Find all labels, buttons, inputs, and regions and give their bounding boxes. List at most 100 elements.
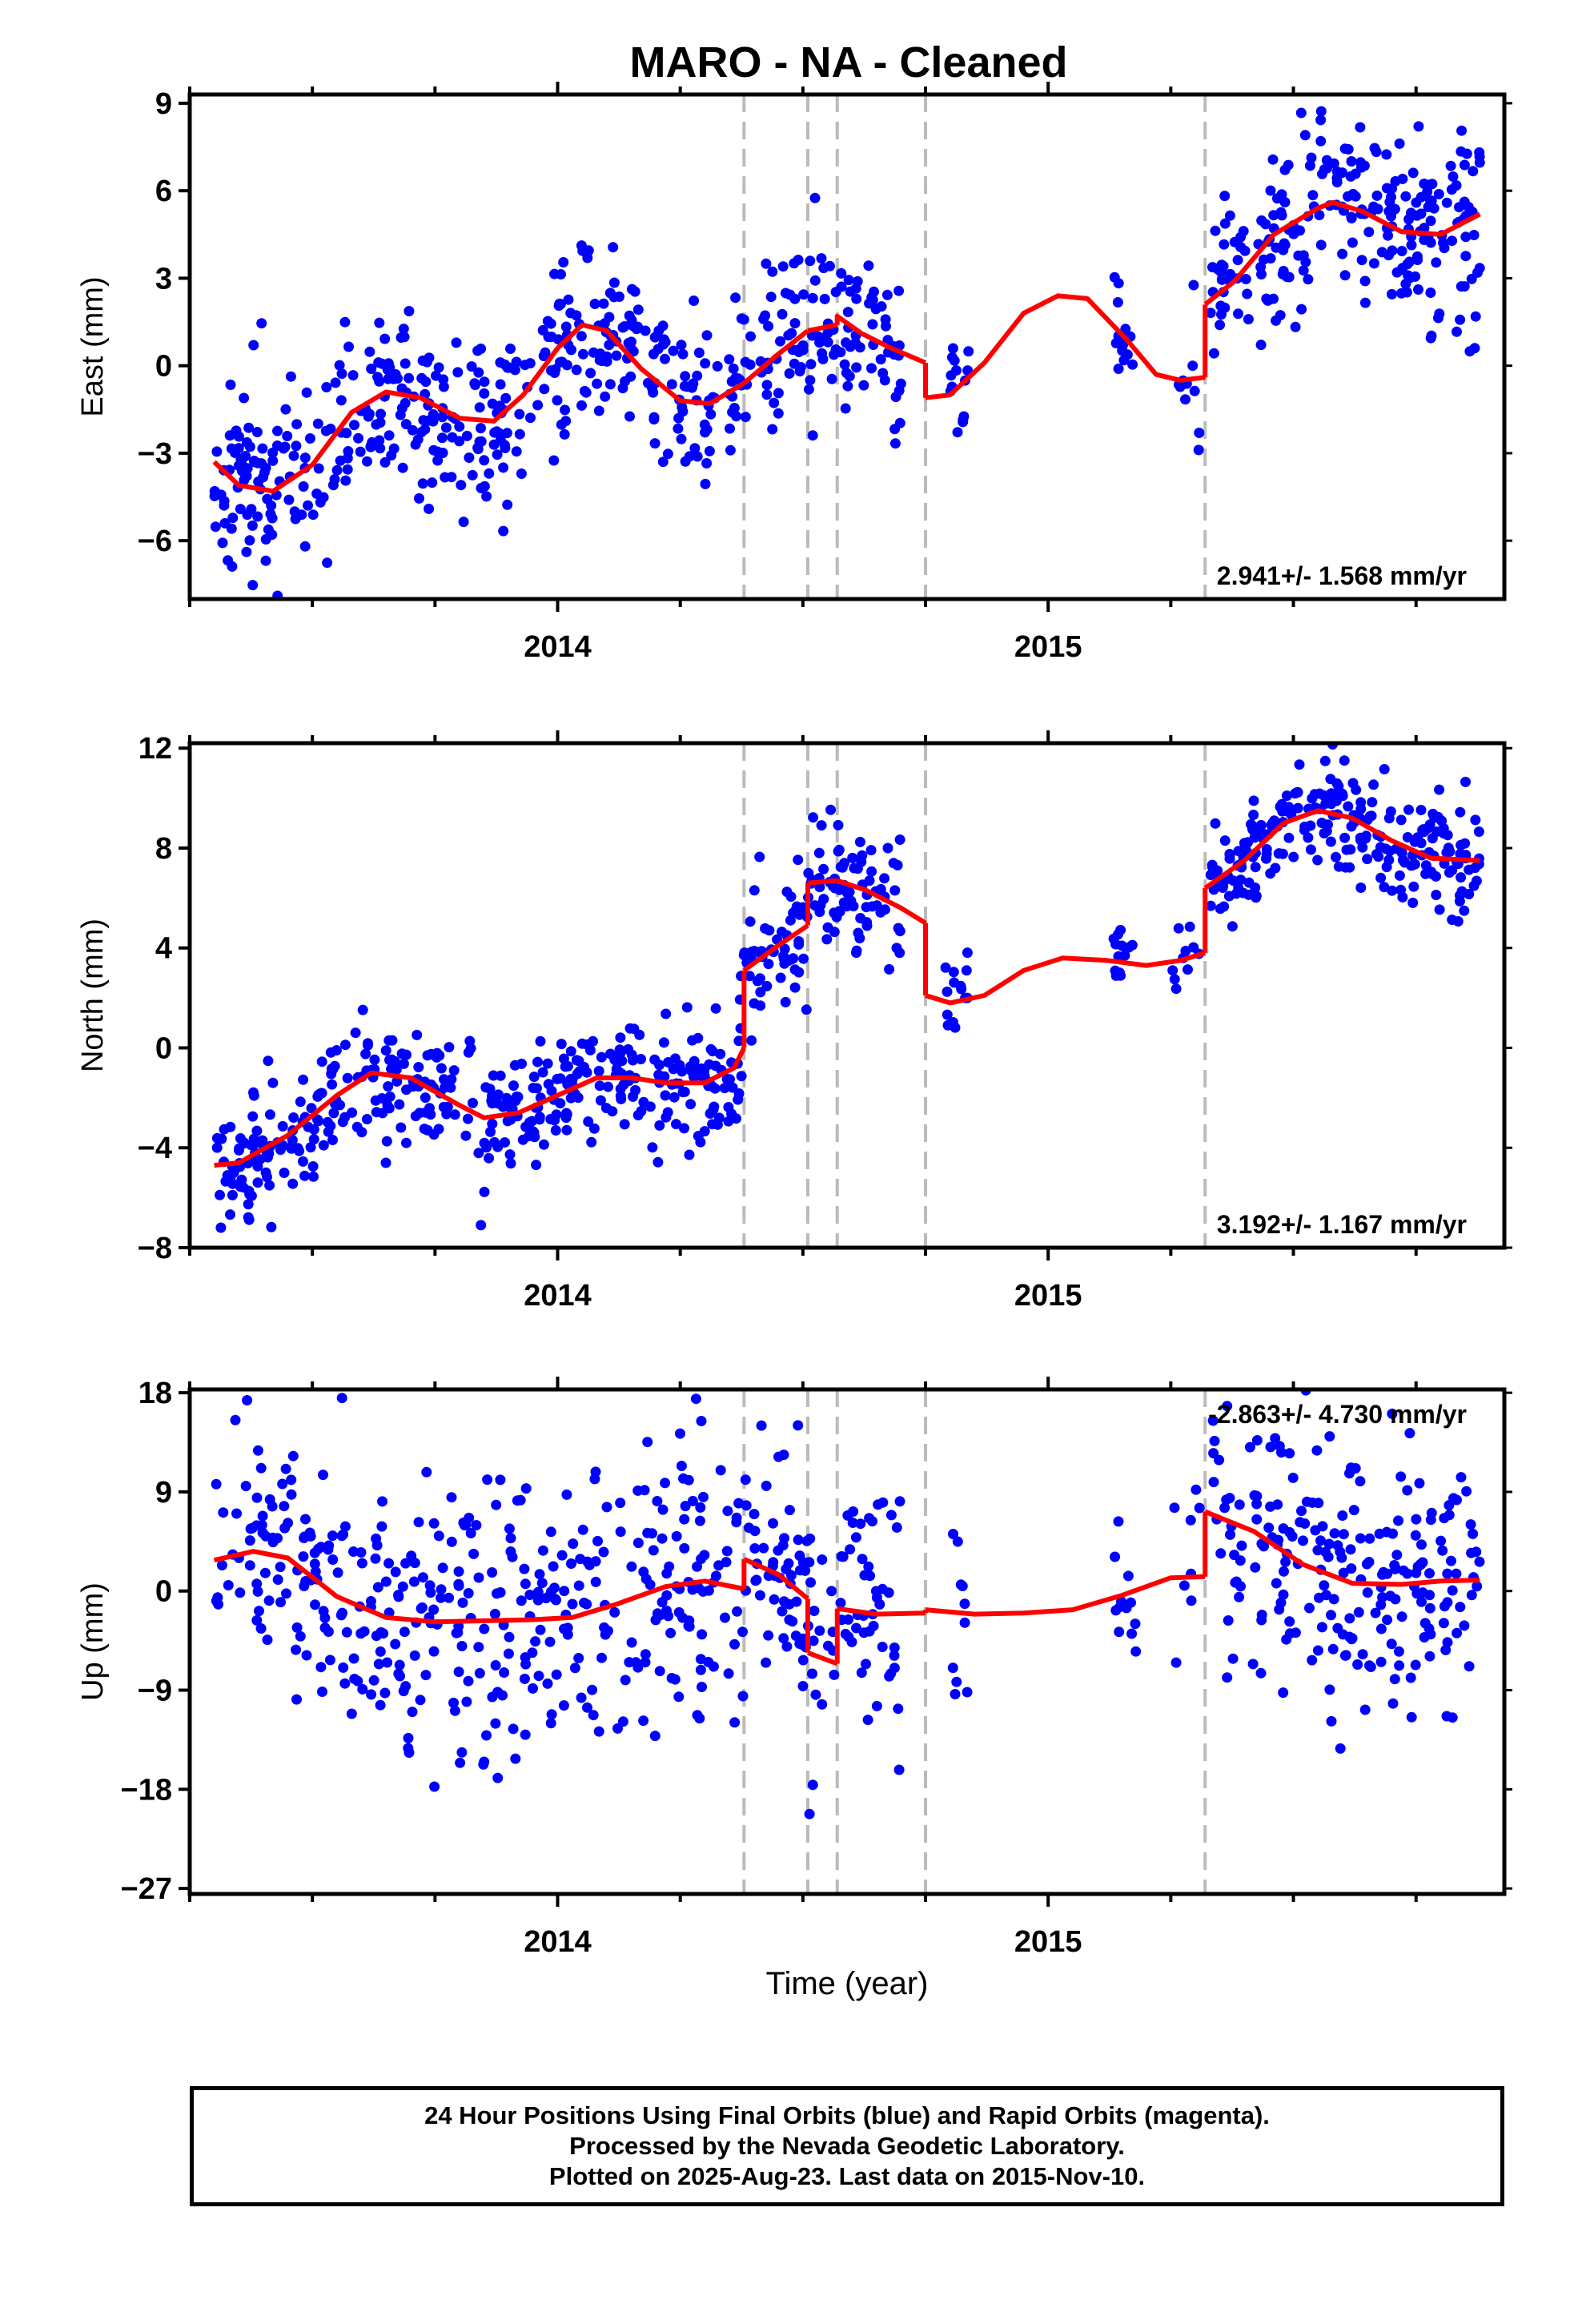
data-point <box>380 1157 391 1168</box>
data-point <box>1251 1435 1263 1445</box>
data-point <box>882 842 893 854</box>
data-point <box>487 1118 498 1129</box>
data-point <box>249 456 260 468</box>
data-point <box>593 1065 604 1076</box>
data-point <box>1396 246 1407 256</box>
data-point <box>743 1522 754 1534</box>
data-point <box>842 1510 853 1521</box>
data-point <box>272 590 283 599</box>
data-point <box>412 1029 423 1040</box>
data-point <box>1234 1591 1245 1602</box>
data-point <box>538 1139 549 1150</box>
data-point <box>1338 1567 1349 1578</box>
data-point <box>1307 190 1319 201</box>
data-point <box>1324 1431 1335 1442</box>
data-point <box>262 493 273 505</box>
data-point <box>1403 804 1414 815</box>
data-point <box>336 1393 347 1404</box>
data-point <box>403 1732 414 1743</box>
data-point <box>851 1622 861 1634</box>
data-point <box>1247 823 1258 834</box>
data-point <box>1464 346 1476 357</box>
data-point <box>286 1489 297 1500</box>
data-point <box>257 443 268 454</box>
data-point <box>1393 1515 1403 1526</box>
data-point <box>215 1189 225 1200</box>
data-point <box>1443 1500 1455 1511</box>
data-point <box>375 408 386 420</box>
data-point <box>263 1595 275 1606</box>
data-point <box>1267 154 1279 165</box>
data-point <box>654 1059 665 1071</box>
data-point <box>1357 842 1368 853</box>
data-point <box>888 858 899 869</box>
data-point <box>696 1416 707 1426</box>
data-point <box>1280 1556 1291 1567</box>
x-tick-label: 2014 <box>524 1279 592 1313</box>
data-point <box>448 1697 459 1708</box>
data-point <box>1422 187 1433 197</box>
data-point <box>409 1650 420 1661</box>
data-point <box>376 1521 387 1532</box>
data-point <box>649 438 661 449</box>
data-point <box>577 1524 588 1535</box>
data-point <box>380 1576 391 1587</box>
y-tick-label: 18 <box>139 1377 172 1410</box>
data-point <box>1231 1576 1242 1587</box>
data-point <box>754 851 765 862</box>
data-point <box>219 517 231 529</box>
data-point <box>339 1521 351 1532</box>
data-point <box>484 1152 495 1164</box>
data-point <box>339 316 351 328</box>
data-point <box>866 363 877 374</box>
data-point <box>445 1082 456 1093</box>
data-point <box>256 318 267 329</box>
data-point <box>371 1540 383 1551</box>
data-point <box>1339 1650 1351 1661</box>
data-point <box>1325 836 1336 847</box>
data-point <box>745 331 756 342</box>
data-point <box>551 1594 561 1606</box>
data-point <box>252 1177 263 1188</box>
data-point <box>363 411 374 422</box>
data-point <box>549 268 560 279</box>
data-point <box>310 1599 320 1610</box>
data-point <box>1115 970 1126 981</box>
data-point <box>1188 279 1199 291</box>
data-point <box>407 1707 418 1718</box>
data-point <box>1375 1623 1387 1634</box>
data-point <box>243 1199 254 1210</box>
data-point <box>1381 183 1392 194</box>
data-point <box>1205 870 1216 880</box>
data-point <box>729 1717 741 1728</box>
data-point <box>1394 1660 1405 1671</box>
data-point <box>1130 1618 1141 1630</box>
data-point <box>495 1070 506 1081</box>
data-point <box>310 1566 321 1578</box>
data-point <box>1299 130 1311 141</box>
data-point <box>283 1518 294 1529</box>
data-point <box>808 1635 819 1647</box>
data-point <box>692 370 703 381</box>
data-point <box>1337 248 1348 259</box>
data-point <box>305 1142 316 1153</box>
data-point <box>303 500 313 511</box>
data-point <box>652 1156 664 1168</box>
data-point <box>1425 1629 1436 1640</box>
data-point <box>1434 904 1445 915</box>
data-point <box>671 1530 682 1542</box>
data-point <box>428 1604 440 1615</box>
data-point <box>497 1690 508 1701</box>
data-point <box>335 455 346 466</box>
data-point <box>786 328 797 339</box>
data-point <box>590 1556 601 1567</box>
data-point <box>632 304 644 316</box>
data-point <box>453 1578 464 1590</box>
data-point <box>251 1125 263 1136</box>
data-point <box>1395 1471 1407 1482</box>
y-tick-label: −3 <box>138 437 172 471</box>
data-point <box>825 804 836 815</box>
data-point <box>814 337 825 348</box>
data-point <box>347 370 359 381</box>
data-point <box>699 1065 710 1076</box>
